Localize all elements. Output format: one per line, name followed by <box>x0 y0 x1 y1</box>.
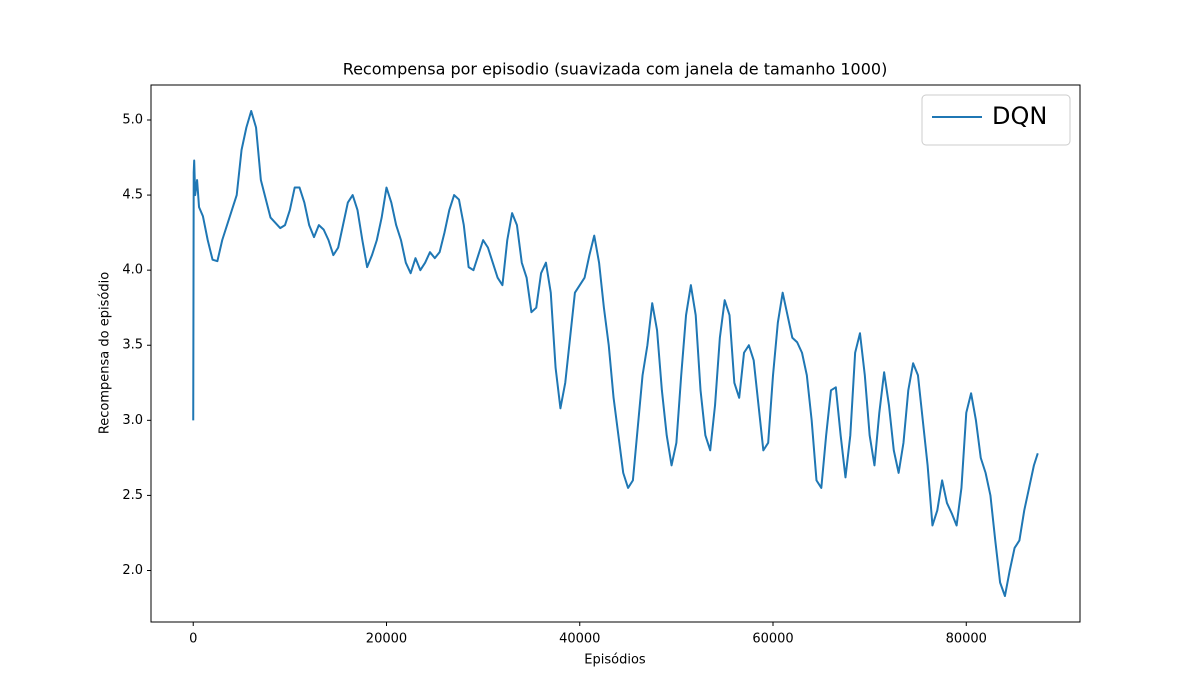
x-tick-label: 40000 <box>559 632 600 647</box>
y-tick-label: 5.0 <box>122 112 143 127</box>
x-tick-label: 60000 <box>752 632 793 647</box>
y-tick-label: 4.5 <box>122 188 143 203</box>
y-tick-label: 2.0 <box>122 563 143 578</box>
y-tick-label: 2.5 <box>122 488 143 503</box>
axes-frame <box>150 84 1081 623</box>
y-axis-label: Recompensa do episódio <box>98 272 113 434</box>
legend-label: DQN <box>992 102 1047 130</box>
data-line <box>192 109 1039 598</box>
legend-box <box>921 94 1071 146</box>
x-tick-label: 80000 <box>946 632 987 647</box>
x-axis-label: Episódios <box>584 653 646 668</box>
y-tick-label: 4.0 <box>122 263 143 278</box>
plot-area <box>192 109 1039 598</box>
chart-title: Recompensa por episodio (suavizada com j… <box>343 60 888 79</box>
x-tick-label: 0 <box>189 632 197 647</box>
x-tick-label: 20000 <box>366 632 407 647</box>
y-tick-label: 3.0 <box>122 413 143 428</box>
y-tick-label: 3.5 <box>122 338 143 353</box>
